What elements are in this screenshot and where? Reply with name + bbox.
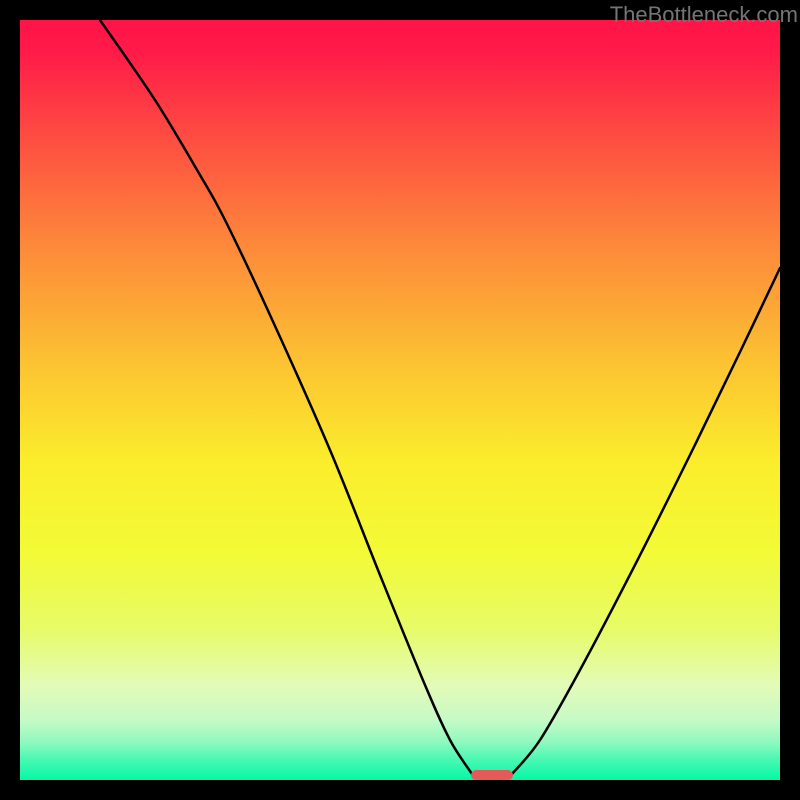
curve-right-branch (512, 268, 780, 774)
curve-layer (20, 20, 780, 780)
watermark-text: TheBottleneck.com (610, 2, 798, 28)
plot-area (20, 20, 780, 780)
curve-left-branch (100, 20, 472, 774)
minimum-marker-bar (471, 770, 513, 780)
